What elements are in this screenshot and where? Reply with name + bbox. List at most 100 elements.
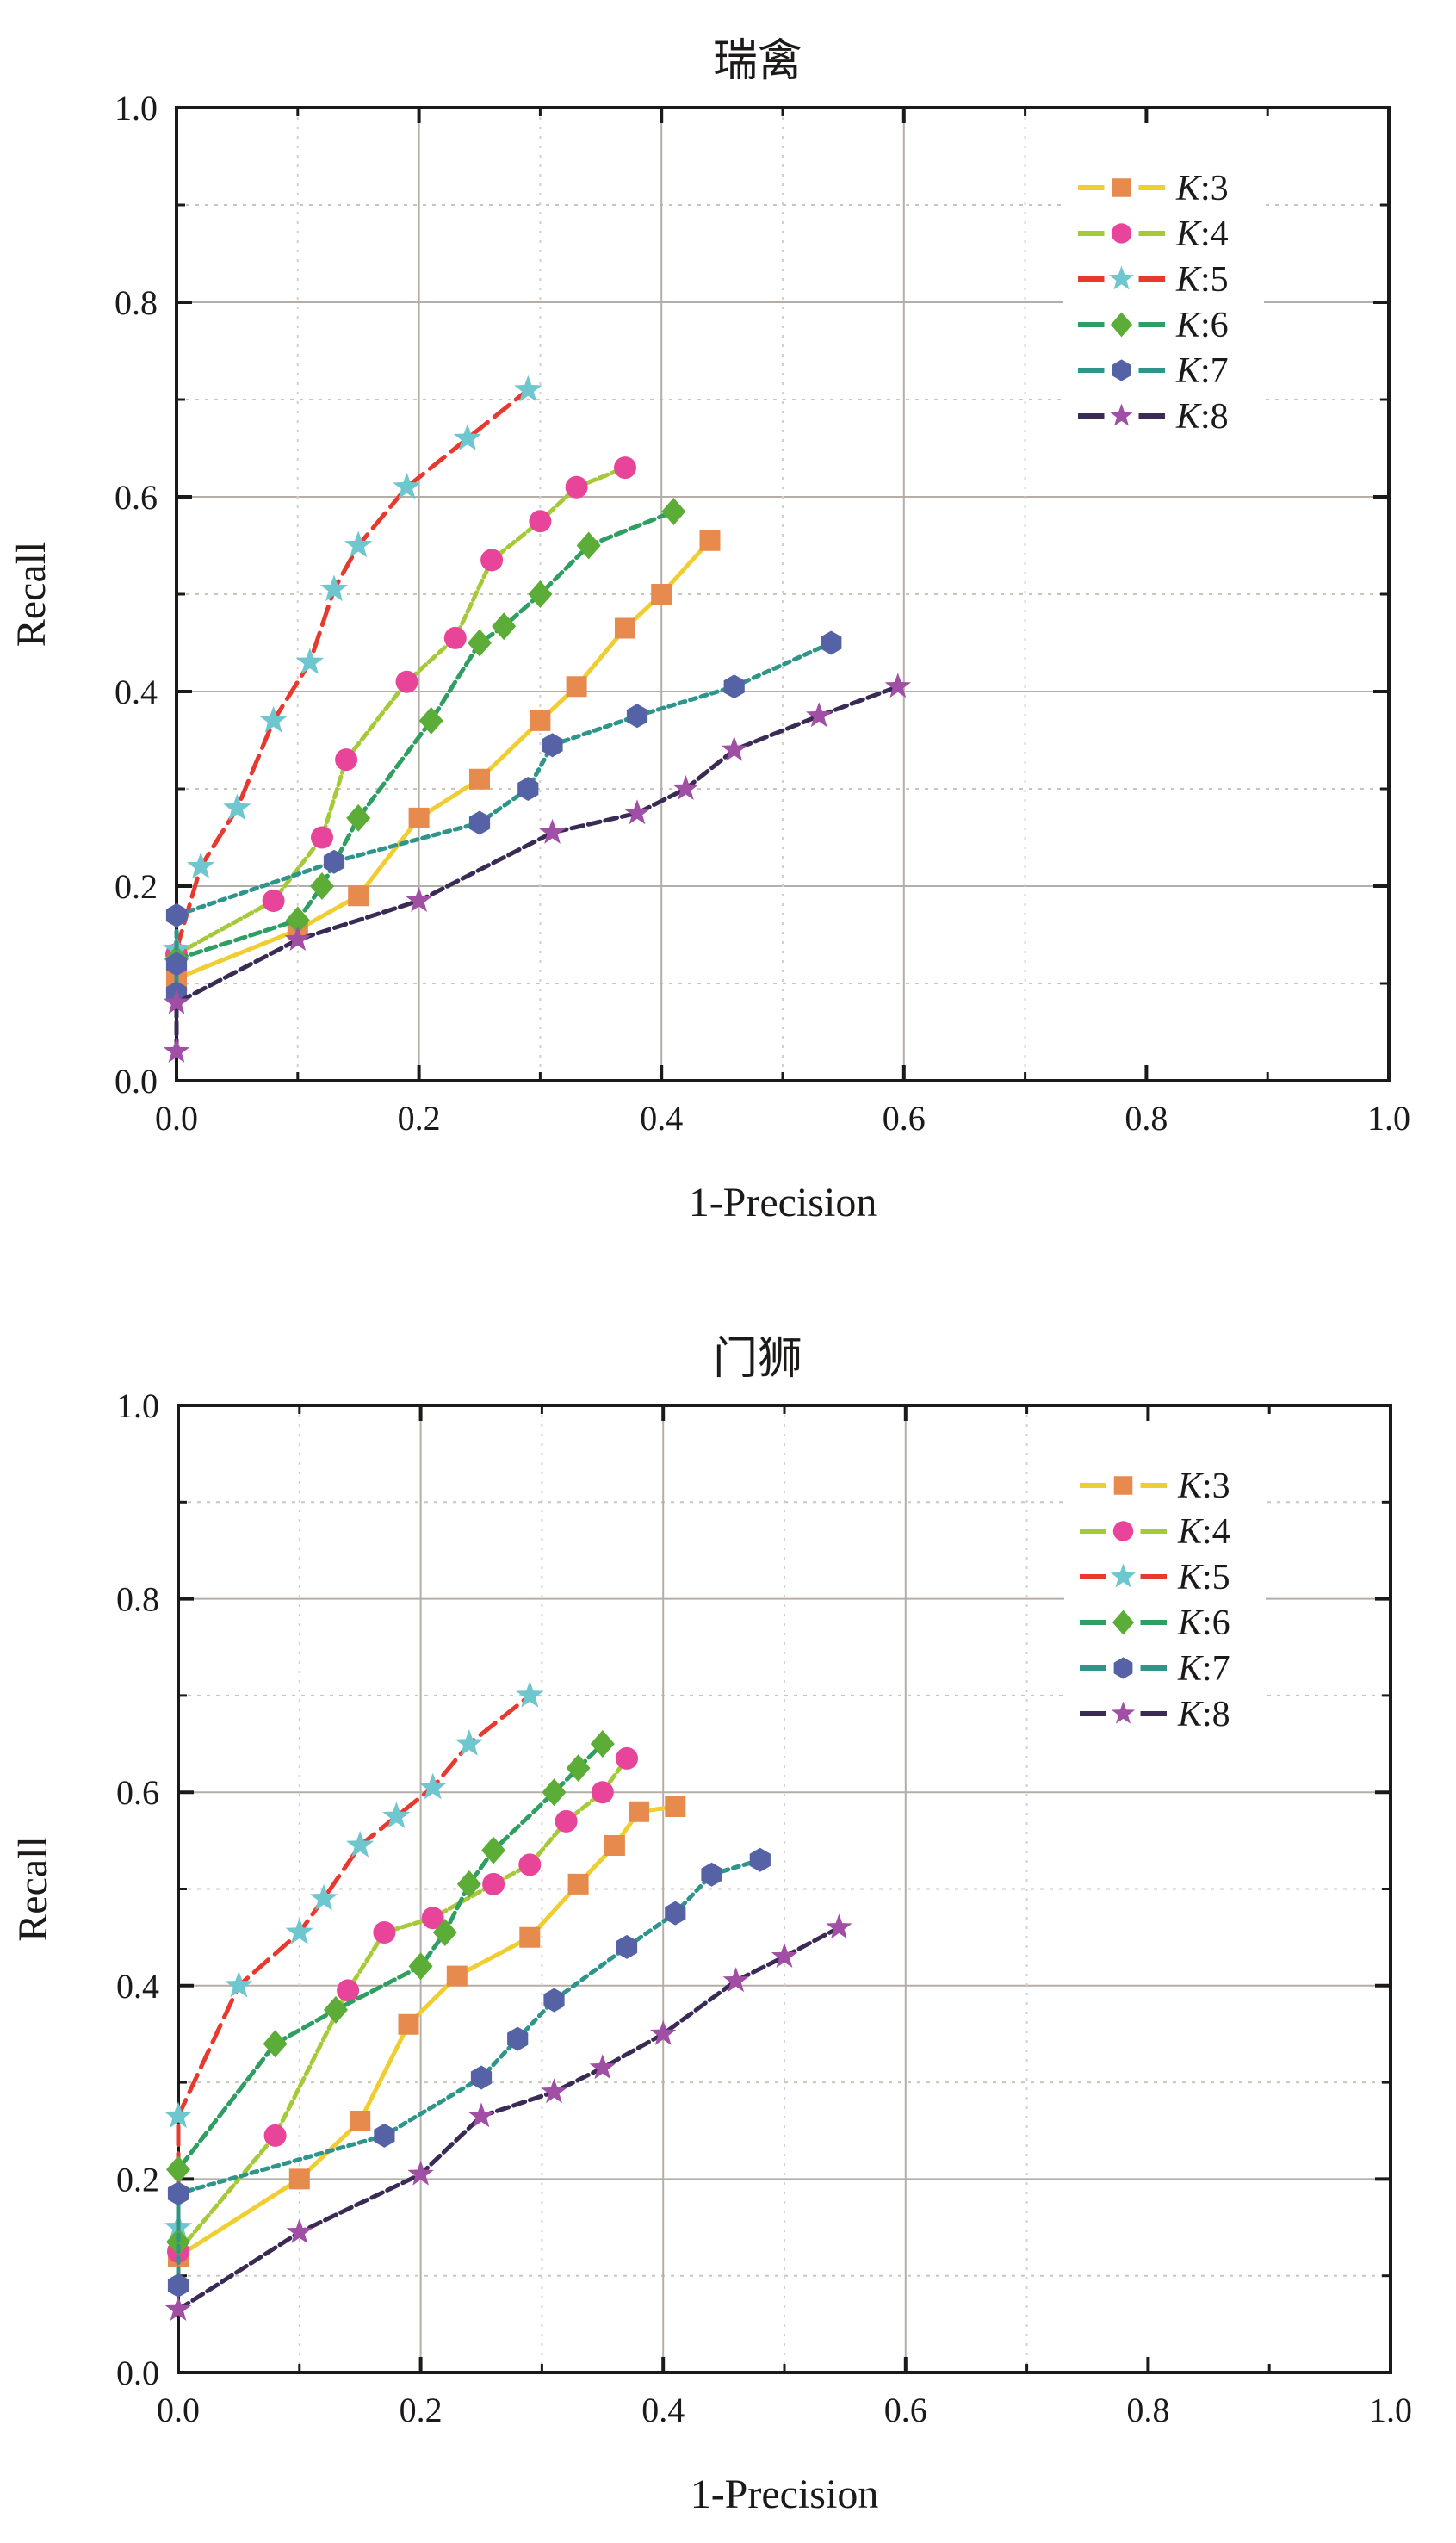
data-point-marker (482, 1872, 505, 1895)
x-tick-label: 1.0 (1367, 1099, 1410, 1138)
x-tick-label: 0.0 (157, 2391, 200, 2429)
data-point-marker (455, 1729, 484, 1756)
data-point-marker (589, 2054, 616, 2080)
series-line (174, 388, 530, 952)
series-line (174, 509, 676, 962)
legend-item-K5: K:5 (1080, 1558, 1230, 1597)
data-point-marker (407, 2160, 434, 2186)
data-point-marker (373, 1921, 396, 1944)
data-point-marker (805, 702, 833, 728)
data-point-marker (623, 799, 651, 825)
axis-labels: 0.0 0.2 0.4 0.6 0.8 1.0 0.0 0.2 0.4 0.6 0.8 1.0 1-Pr… (10, 1386, 1412, 2517)
data-point-marker (721, 735, 747, 761)
data-point-marker (516, 1680, 544, 1708)
data-point-marker (672, 775, 699, 800)
axis-labels: 0.0 0.2 0.4 0.6 0.8 1.0 0.0 0.2 0.4 0.6 0.8 1.0 1-Pr… (9, 89, 1410, 1225)
series-line (174, 465, 628, 957)
legend-label: K:5 (1175, 260, 1229, 300)
data-point-marker (626, 704, 648, 729)
data-point-marker (324, 1995, 348, 2024)
data-point-marker (165, 952, 188, 977)
data-point-marker (310, 872, 334, 900)
data-point-marker (542, 1778, 567, 1807)
data-point-marker (163, 989, 190, 1014)
data-point-marker (884, 673, 912, 698)
x-tick-label: 0.2 (398, 1099, 441, 1138)
series-K7 (167, 1847, 771, 2298)
series-K4 (167, 1746, 638, 2263)
y-tick-label: 0.8 (116, 1580, 159, 1619)
data-point-marker (166, 2155, 190, 2184)
data-point-marker (701, 1862, 722, 1887)
plot-frame (175, 106, 1391, 1082)
data-point-marker (821, 630, 842, 655)
data-point-marker (468, 810, 491, 835)
legend-marker (1109, 403, 1134, 426)
y-tick-label: 0.0 (115, 1062, 158, 1101)
legend-item-K8: K:8 (1078, 397, 1229, 437)
legend-label: K:5 (1177, 1558, 1230, 1597)
data-point-marker (615, 617, 635, 639)
data-point-marker (665, 1901, 686, 1926)
legend-item-K7: K:7 (1078, 351, 1229, 391)
legend-marker (1113, 1657, 1133, 1679)
data-point-marker (590, 1730, 615, 1758)
data-point-marker (311, 826, 333, 849)
x-tick-label: 0.4 (641, 2391, 685, 2429)
legend-marker (1110, 1563, 1137, 1588)
y-tick-label: 0.6 (116, 1773, 159, 1812)
legend-label: K:6 (1177, 1603, 1230, 1643)
legend-label: K:8 (1175, 397, 1229, 437)
data-point-marker (323, 849, 345, 874)
data-point-marker (749, 1847, 771, 1872)
data-point-marker (408, 1952, 433, 1981)
data-point-marker (335, 748, 358, 772)
data-point-marker (406, 887, 432, 912)
data-point-marker (604, 1835, 625, 1856)
data-point-marker (468, 2102, 495, 2128)
data-point-marker (285, 1918, 313, 1944)
x-tick-label: 0.8 (1126, 2391, 1169, 2429)
series-K7 (165, 630, 842, 1006)
data-point-marker (165, 902, 188, 927)
data-point-marker (285, 906, 310, 934)
data-point-marker (529, 510, 552, 533)
data-point-marker (699, 530, 721, 551)
data-point-marker (263, 2124, 287, 2147)
legend-label: K:6 (1175, 306, 1229, 345)
data-point-marker (164, 2101, 193, 2129)
data-point-marker (382, 1802, 411, 1829)
y-tick-label: 1.0 (116, 1386, 159, 1425)
data-point-marker (481, 1836, 506, 1864)
legend-item-K5: K:5 (1078, 260, 1229, 300)
data-point-marker (309, 1883, 338, 1911)
data-point-marker (567, 1873, 589, 1895)
data-point-marker (665, 1796, 686, 1817)
x-tick-label: 1.0 (1369, 2391, 1412, 2429)
data-point-marker (346, 803, 371, 832)
x-axis-label: 1-Precision (689, 1180, 877, 1225)
data-point-marker (393, 472, 421, 499)
legend-label: K:8 (1177, 1695, 1230, 1734)
y-tick-label: 1.0 (115, 89, 158, 127)
data-point-marker (319, 574, 349, 602)
data-point-marker (374, 2123, 395, 2148)
legend-item-K6: K:6 (1078, 306, 1229, 345)
data-point-marker (344, 530, 373, 558)
series-line (174, 641, 833, 995)
series-K8 (163, 673, 912, 1064)
series-K3 (168, 1796, 686, 2267)
series-line (176, 1804, 678, 2259)
data-point-marker (468, 629, 492, 657)
data-point-marker (542, 733, 563, 758)
data-point-marker (539, 818, 566, 844)
series-line (176, 1693, 532, 2230)
data-point-marker (576, 531, 601, 560)
data-point-marker (167, 2273, 189, 2298)
data-point-marker (164, 2296, 192, 2321)
data-point-marker (348, 885, 369, 907)
data-point-marker (418, 706, 443, 735)
legend: K:3 K:4 K:5 K:6 K:7 K:8 (1063, 162, 1264, 439)
